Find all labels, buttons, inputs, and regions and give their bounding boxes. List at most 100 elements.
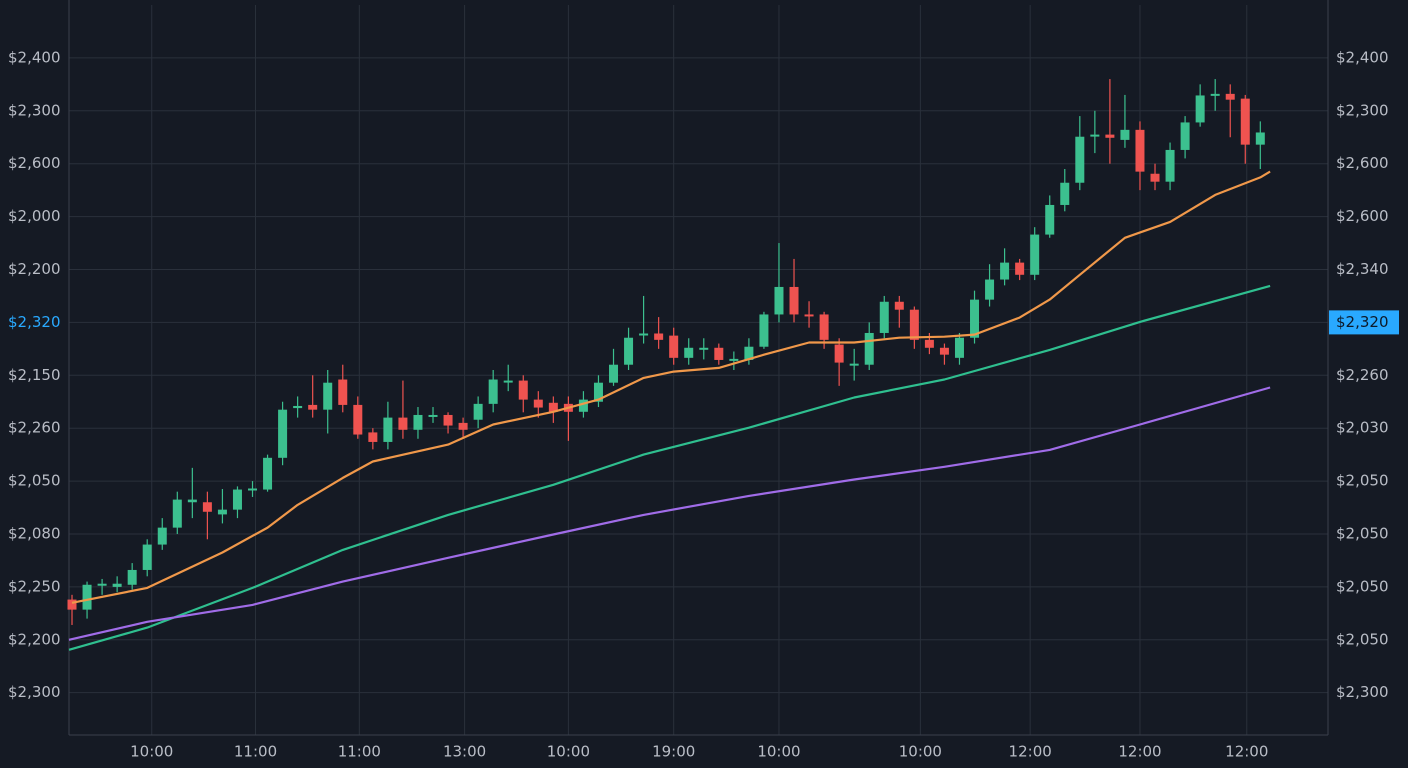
candle-body [293, 405, 303, 409]
candle-body [1030, 234, 1040, 275]
candle-body [1000, 262, 1010, 280]
candle-body [67, 599, 77, 610]
candle-body [217, 509, 227, 515]
price-badge [1329, 310, 1399, 335]
candle-body [699, 347, 709, 350]
candle-body [985, 279, 995, 300]
x-tick-label: 13:00 [443, 743, 486, 761]
candle-body [624, 337, 634, 365]
candle-body [548, 402, 558, 412]
y-tick-label: $2,000 [8, 207, 61, 225]
candle-body [654, 333, 664, 340]
candle-body [383, 417, 393, 442]
y2-tick-label: $2,320 [1336, 313, 1389, 331]
y-tick-label: $2,400 [8, 48, 61, 66]
x-tick-label: 10:00 [130, 743, 173, 761]
candle-body [338, 379, 348, 405]
candle-body [834, 344, 844, 363]
candle-body [308, 404, 318, 410]
x-tick-label: 10:00 [547, 743, 590, 761]
candle-body [428, 414, 438, 417]
candle-body [488, 379, 498, 404]
candle-body [127, 569, 137, 585]
candle-body [593, 382, 603, 402]
candle-body [533, 399, 543, 408]
candle-body [172, 499, 182, 528]
y-tick-label: $2,600 [8, 154, 61, 172]
candle-body [924, 339, 934, 348]
candle-body [954, 337, 964, 358]
candle-body [894, 301, 904, 310]
x-tick-label: 12:00 [1225, 743, 1268, 761]
moving-average-line [71, 170, 1271, 604]
candle-body [1120, 129, 1130, 140]
candle-body [473, 403, 483, 420]
candle-body [819, 314, 829, 340]
y2-tick-label: $2,300 [1336, 101, 1389, 119]
candle-body [864, 332, 874, 365]
candle-body [248, 488, 258, 491]
candle-body [263, 457, 273, 490]
x-tick-label: 10:00 [899, 743, 942, 761]
candle-body [714, 347, 724, 360]
candle-body [443, 414, 453, 426]
candle-body [398, 417, 408, 430]
y-tick-label: $2,300 [8, 683, 61, 701]
candle-body [669, 335, 679, 358]
candle-body [1075, 136, 1085, 183]
candle-body [909, 309, 919, 340]
y-tick-label: $2,050 [8, 472, 61, 490]
y-tick-label: $2,080 [8, 524, 61, 542]
y-tick-label: $2,260 [8, 419, 61, 437]
candle-body [578, 399, 588, 412]
y-tick-label: $2,200 [8, 630, 61, 648]
y2-tick-label: $2,050 [1336, 524, 1389, 542]
candle-body [413, 414, 423, 430]
y-tick-label: $2,150 [8, 366, 61, 384]
candle-body [518, 380, 528, 400]
y2-tick-label: $2,260 [1336, 366, 1389, 384]
candle-body [503, 380, 513, 383]
candle-body [232, 489, 242, 510]
y2-tick-label: $2,340 [1336, 260, 1389, 278]
y2-tick-label: $2,050 [1336, 630, 1389, 648]
candle-body [1150, 173, 1160, 182]
candle-body [639, 333, 649, 336]
candle-body [157, 527, 167, 545]
candle-body [1060, 182, 1070, 205]
candle-body [97, 583, 107, 586]
candle-body [278, 409, 288, 458]
candle-body [939, 347, 949, 355]
candle-body [187, 499, 197, 503]
y2-tick-label: $2,030 [1336, 419, 1389, 437]
candle-body [323, 382, 333, 410]
candle-body [353, 404, 363, 435]
candle-body [1105, 134, 1115, 138]
candle-body [458, 422, 468, 430]
candle-body [609, 364, 619, 383]
candle-body [970, 299, 980, 338]
y-tick-label: $2,320 [8, 313, 61, 331]
candle-body [1135, 129, 1145, 172]
y2-tick-label: $2,600 [1336, 207, 1389, 225]
candle-body [849, 363, 859, 366]
candle-body [202, 502, 212, 512]
x-tick-label: 10:00 [757, 743, 800, 761]
candle-body [804, 314, 814, 317]
candle-body [1090, 134, 1100, 137]
moving-average-line [68, 386, 1271, 641]
candle-body [1180, 122, 1190, 150]
candle-body [744, 346, 754, 360]
candle-body [789, 286, 799, 315]
candle-body [729, 358, 739, 361]
candle-body [774, 286, 784, 315]
candle-body [82, 584, 92, 610]
candle-body [1210, 93, 1220, 96]
candle-body [368, 432, 378, 442]
candle-body [1165, 149, 1175, 182]
x-tick-label: 19:00 [652, 743, 695, 761]
candle-body [112, 583, 122, 587]
y2-tick-label: $2,600 [1336, 154, 1389, 172]
candle-body [1015, 262, 1025, 275]
